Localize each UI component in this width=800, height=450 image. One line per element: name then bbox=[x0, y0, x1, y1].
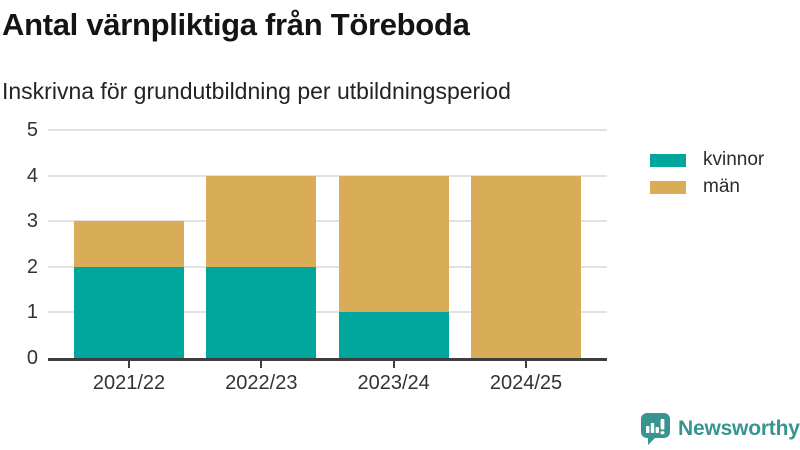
x-axis-tick bbox=[128, 361, 130, 368]
brand-name: Newsworthy bbox=[678, 417, 800, 440]
bar-segment-män bbox=[471, 175, 581, 358]
legend-label: män bbox=[703, 176, 740, 197]
y-axis-label: 5 bbox=[26, 119, 38, 141]
gridline-y4 bbox=[48, 174, 607, 177]
legend-item-män: män bbox=[650, 176, 764, 198]
gridline-y5 bbox=[48, 129, 607, 131]
x-axis-label: 2021/22 bbox=[92, 372, 166, 394]
gridline-y3 bbox=[48, 220, 607, 223]
legend-item-kvinnor: kvinnor bbox=[650, 149, 764, 171]
legend-label: kvinnor bbox=[703, 149, 765, 170]
y-axis-label: 0 bbox=[26, 347, 38, 369]
bar-segment-män bbox=[206, 175, 317, 267]
chart-subtitle: Inskrivna för grundutbildning per utbild… bbox=[2, 78, 511, 104]
gridline-y1 bbox=[48, 311, 607, 314]
bar-segment-män bbox=[338, 175, 449, 313]
y-axis-label: 4 bbox=[26, 164, 38, 187]
newsworthy-icon bbox=[641, 413, 670, 445]
legend-swatch-kvinnor bbox=[650, 153, 686, 167]
y-axis-label: 3 bbox=[26, 210, 38, 233]
bar-segment-kvinnor bbox=[206, 266, 317, 358]
plot-area: 0 1 2 3 4 5 2021/22 2022/23 2023/24 2024/25 bbox=[27, 120, 607, 394]
legend: kvinnor män bbox=[650, 149, 764, 198]
y-axis-label: 1 bbox=[26, 301, 38, 324]
x-axis-label: 2022/23 bbox=[225, 372, 298, 394]
bar-segment-kvinnor bbox=[74, 266, 184, 358]
gridline-y2 bbox=[48, 265, 607, 268]
x-axis-label: 2024/25 bbox=[489, 372, 563, 394]
x-axis-tick bbox=[392, 361, 395, 368]
y-axis-label: 2 bbox=[26, 255, 38, 278]
x-axis-tick bbox=[260, 361, 263, 368]
chart-title: Antal värnpliktiga från Töreboda bbox=[2, 7, 470, 42]
bar-segment-män bbox=[74, 221, 184, 267]
newsworthy-logo: Newsworthy bbox=[640, 412, 800, 446]
legend-swatch-män bbox=[650, 180, 686, 194]
bar-segment-kvinnor bbox=[338, 312, 449, 358]
x-axis-label: 2023/24 bbox=[357, 372, 430, 394]
x-axis-tick bbox=[525, 361, 527, 368]
